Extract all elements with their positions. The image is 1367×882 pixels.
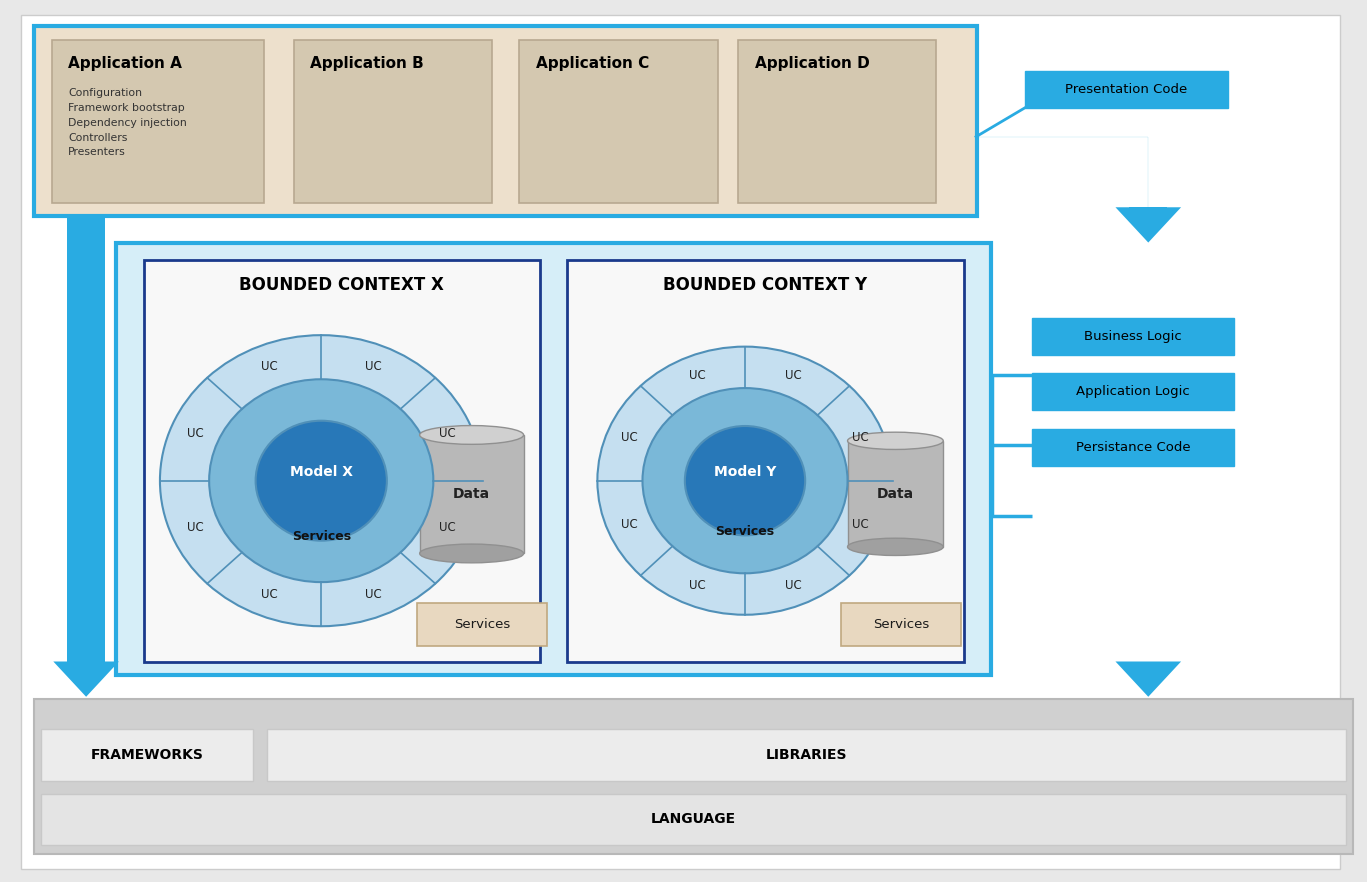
Ellipse shape bbox=[642, 388, 848, 573]
Text: UC: UC bbox=[852, 430, 869, 444]
Polygon shape bbox=[1115, 662, 1181, 697]
FancyBboxPatch shape bbox=[34, 26, 977, 216]
Text: LANGUAGE: LANGUAGE bbox=[651, 812, 737, 826]
FancyBboxPatch shape bbox=[21, 15, 1340, 869]
FancyBboxPatch shape bbox=[738, 40, 936, 203]
Ellipse shape bbox=[848, 538, 943, 556]
Text: UC: UC bbox=[785, 370, 801, 383]
Text: BOUNDED CONTEXT Y: BOUNDED CONTEXT Y bbox=[663, 276, 868, 294]
FancyBboxPatch shape bbox=[41, 729, 253, 781]
Text: UC: UC bbox=[365, 360, 381, 373]
Text: Application Logic: Application Logic bbox=[1076, 385, 1191, 398]
FancyBboxPatch shape bbox=[567, 260, 964, 662]
FancyBboxPatch shape bbox=[1032, 373, 1234, 410]
Text: Model Y: Model Y bbox=[714, 466, 776, 480]
FancyBboxPatch shape bbox=[267, 729, 1346, 781]
FancyBboxPatch shape bbox=[841, 603, 961, 646]
Text: Application D: Application D bbox=[755, 56, 869, 71]
Text: UC: UC bbox=[621, 518, 638, 531]
Text: Configuration
Framework bootstrap
Dependency injection
Controllers
Presenters: Configuration Framework bootstrap Depend… bbox=[68, 88, 187, 157]
Ellipse shape bbox=[160, 335, 483, 626]
Text: UC: UC bbox=[439, 427, 457, 440]
Text: Presentation Code: Presentation Code bbox=[1065, 83, 1188, 95]
Text: UC: UC bbox=[621, 430, 638, 444]
FancyBboxPatch shape bbox=[116, 243, 991, 675]
FancyBboxPatch shape bbox=[848, 441, 943, 547]
Text: Application C: Application C bbox=[536, 56, 649, 71]
Text: LIBRARIES: LIBRARIES bbox=[766, 748, 848, 762]
Text: UC: UC bbox=[689, 579, 705, 592]
Text: UC: UC bbox=[365, 588, 381, 602]
Text: UC: UC bbox=[439, 521, 457, 534]
Ellipse shape bbox=[597, 347, 893, 615]
FancyBboxPatch shape bbox=[67, 216, 105, 662]
Ellipse shape bbox=[848, 432, 943, 450]
FancyBboxPatch shape bbox=[144, 260, 540, 662]
Text: Business Logic: Business Logic bbox=[1084, 330, 1182, 342]
FancyBboxPatch shape bbox=[420, 435, 524, 554]
Text: Services: Services bbox=[454, 618, 510, 631]
Text: UC: UC bbox=[261, 588, 278, 602]
Text: UC: UC bbox=[186, 427, 204, 440]
Text: Services: Services bbox=[715, 525, 775, 538]
FancyBboxPatch shape bbox=[294, 40, 492, 203]
Text: Application A: Application A bbox=[68, 56, 182, 71]
Text: Persistance Code: Persistance Code bbox=[1076, 441, 1191, 453]
Text: Services: Services bbox=[291, 530, 351, 543]
Ellipse shape bbox=[420, 544, 524, 563]
Text: UC: UC bbox=[186, 521, 204, 534]
Ellipse shape bbox=[209, 379, 433, 582]
Text: UC: UC bbox=[785, 579, 801, 592]
Polygon shape bbox=[53, 662, 119, 697]
FancyBboxPatch shape bbox=[41, 794, 1346, 845]
Text: Model X: Model X bbox=[290, 465, 353, 479]
Text: UC: UC bbox=[689, 370, 705, 383]
FancyBboxPatch shape bbox=[1032, 318, 1234, 355]
FancyBboxPatch shape bbox=[1129, 662, 1167, 675]
FancyBboxPatch shape bbox=[34, 699, 1353, 854]
FancyBboxPatch shape bbox=[52, 40, 264, 203]
Text: UC: UC bbox=[852, 518, 869, 531]
Text: FRAMEWORKS: FRAMEWORKS bbox=[90, 748, 204, 762]
Polygon shape bbox=[1115, 207, 1181, 243]
FancyBboxPatch shape bbox=[1025, 71, 1228, 108]
Text: Data: Data bbox=[452, 487, 491, 501]
FancyBboxPatch shape bbox=[1032, 429, 1234, 466]
Ellipse shape bbox=[420, 425, 524, 445]
Text: Application B: Application B bbox=[310, 56, 424, 71]
FancyBboxPatch shape bbox=[417, 603, 547, 646]
Text: UC: UC bbox=[261, 360, 278, 373]
Text: BOUNDED CONTEXT X: BOUNDED CONTEXT X bbox=[239, 276, 444, 294]
FancyBboxPatch shape bbox=[1129, 207, 1167, 216]
Ellipse shape bbox=[256, 421, 387, 541]
FancyBboxPatch shape bbox=[519, 40, 718, 203]
Ellipse shape bbox=[685, 426, 805, 535]
Text: Services: Services bbox=[872, 618, 930, 631]
Text: Data: Data bbox=[876, 487, 915, 501]
